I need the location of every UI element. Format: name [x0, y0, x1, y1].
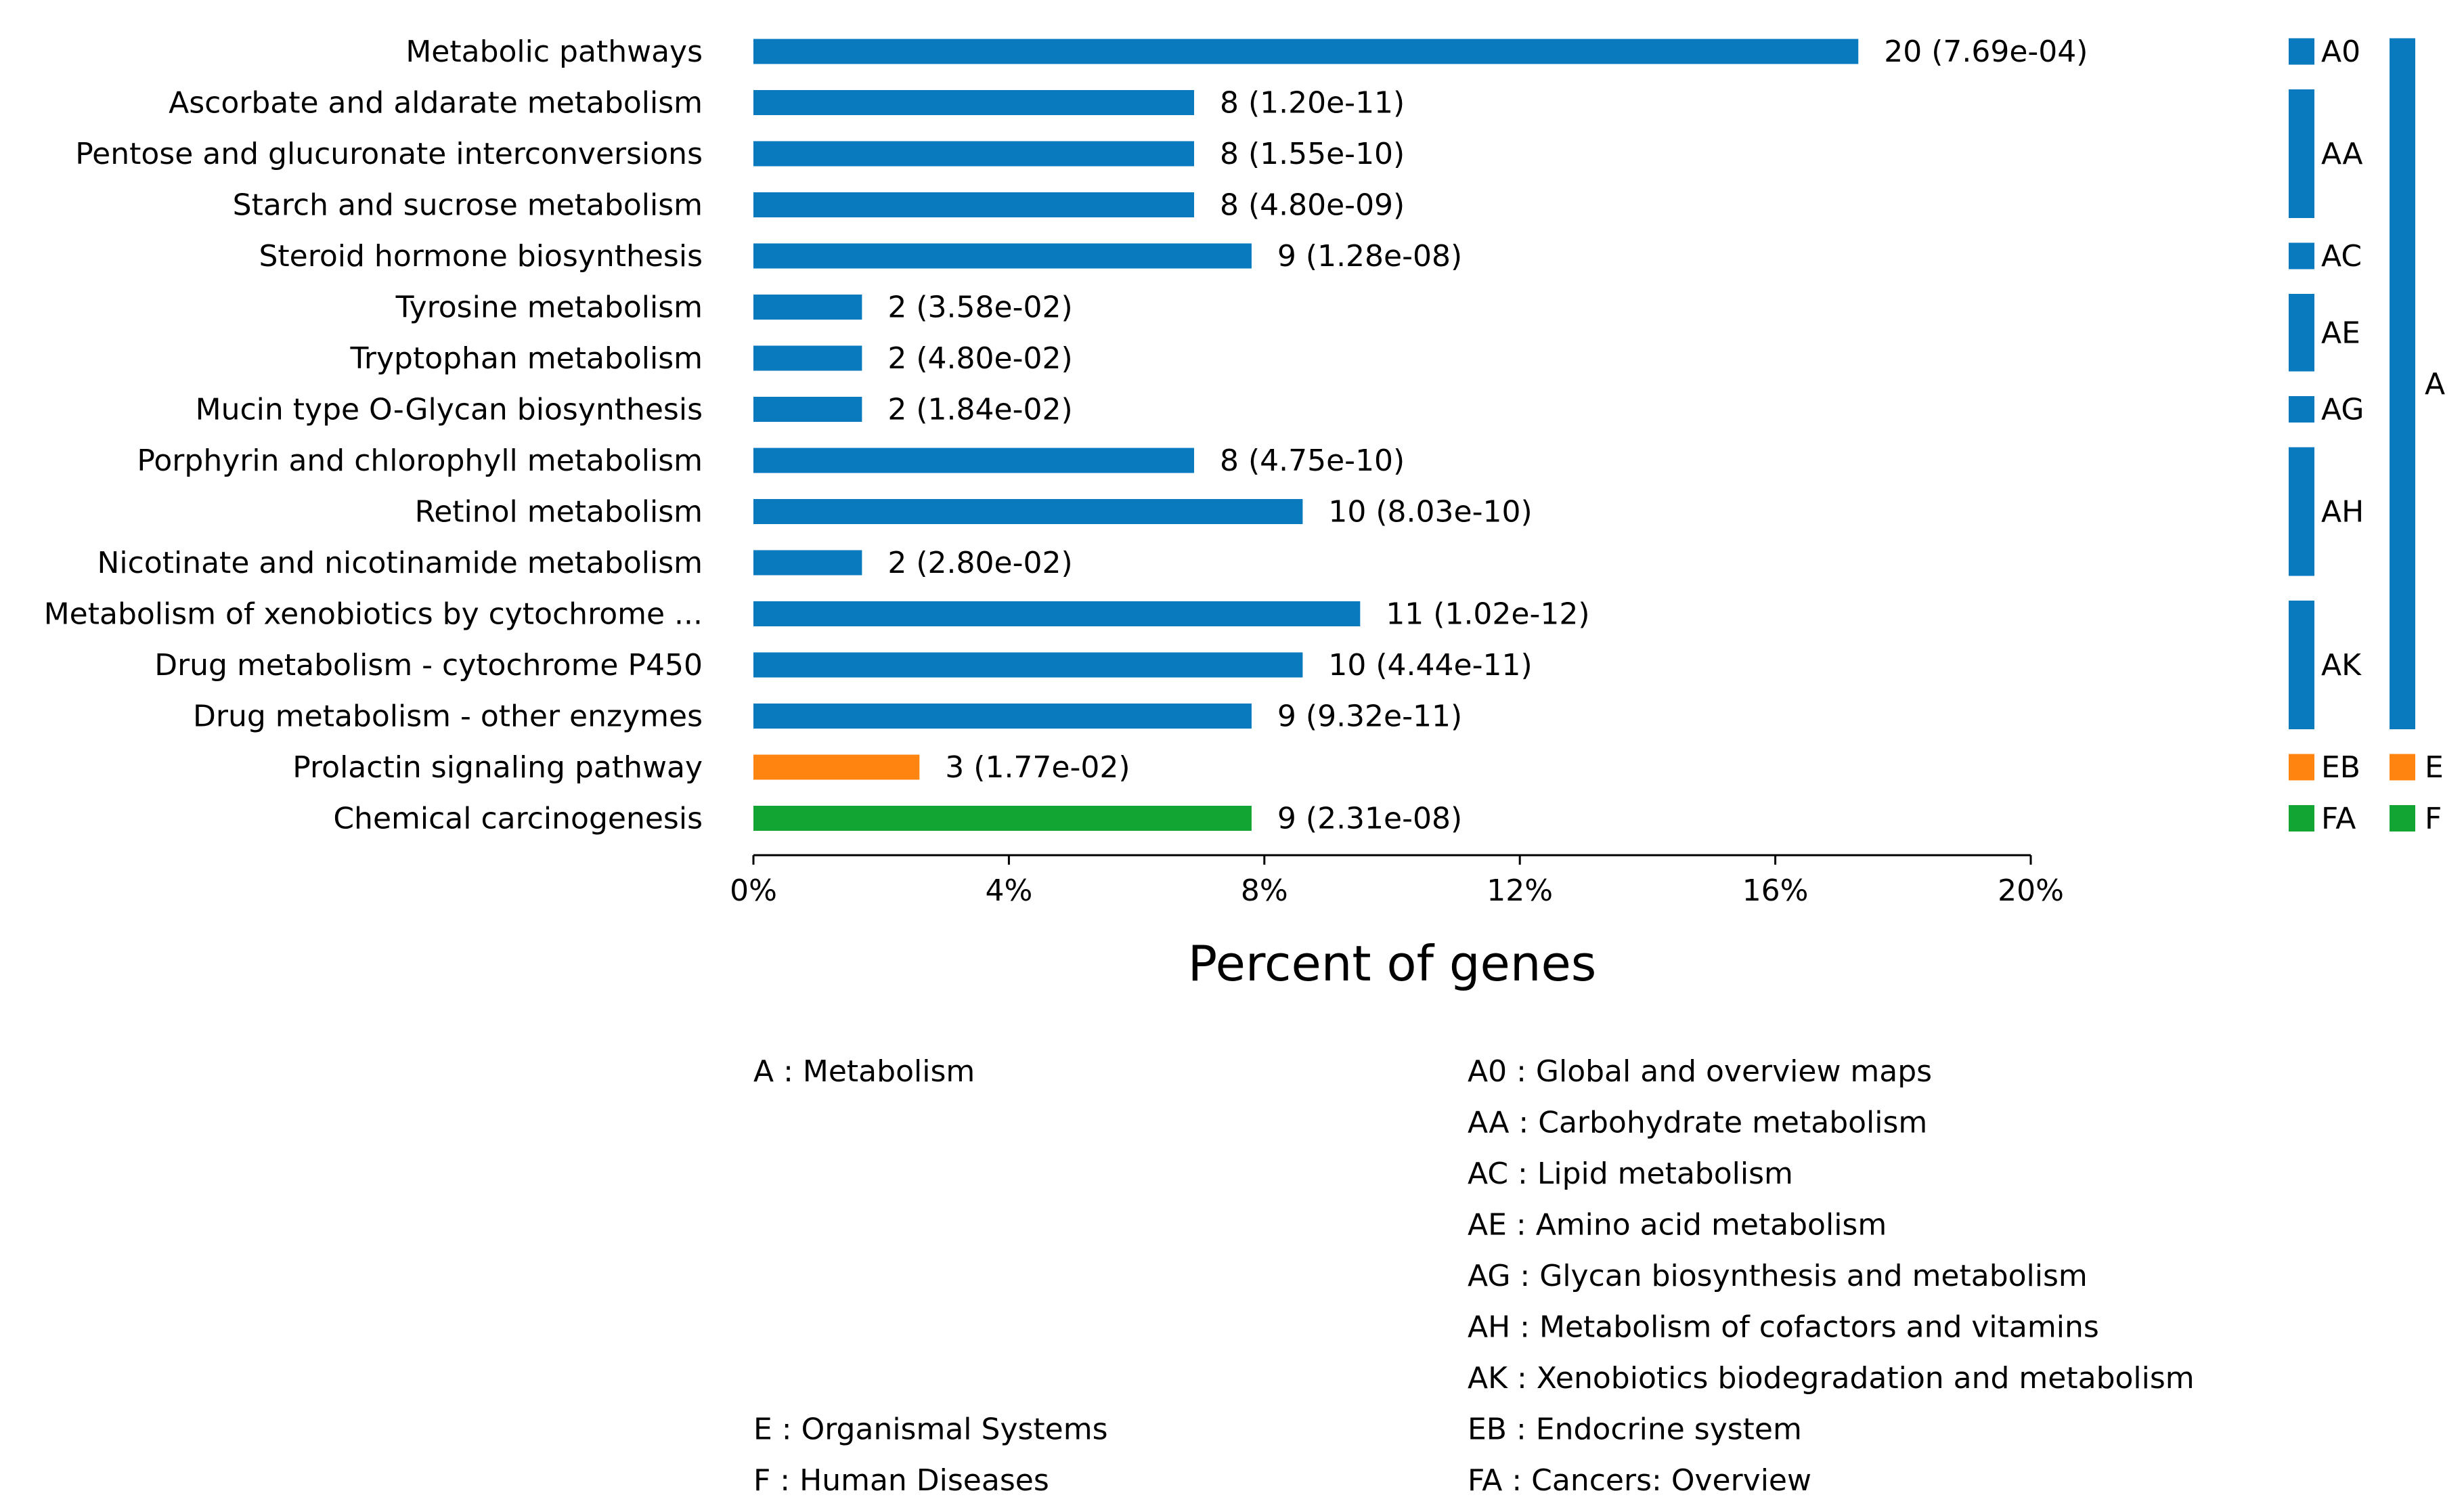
- class-label: E: [2425, 750, 2444, 785]
- subclass-bar: [2289, 294, 2314, 372]
- bar: [753, 141, 1195, 167]
- x-axis: 0% 4% 8% 12% 16% 20%: [730, 854, 2064, 908]
- subclass-bar: [2289, 447, 2314, 576]
- subclass-label: FA: [2321, 802, 2356, 836]
- bar-value-label: 2 (3.58e-02): [887, 290, 1072, 325]
- class-bar: [2390, 38, 2415, 729]
- x-tick-label: 20%: [1998, 873, 2064, 908]
- legend-class-entry: F : Human Diseases: [753, 1463, 1049, 1498]
- bar-value-label: 9 (1.28e-08): [1277, 239, 1462, 274]
- legend-subclass-entry: EB : Endocrine system: [1468, 1412, 1802, 1447]
- legend: A : Metabolism E : Organismal Systems F : …: [753, 1054, 2195, 1498]
- category-label: Tyrosine metabolism: [395, 290, 703, 325]
- bar-value-label: 8 (1.20e-11): [1220, 86, 1405, 121]
- x-tick-label: 12%: [1487, 873, 1553, 908]
- bar: [753, 39, 1859, 64]
- class-bar: [2390, 805, 2415, 831]
- subclass-label: AC: [2321, 239, 2362, 274]
- bar-value-label: 2 (1.84e-02): [887, 393, 1072, 427]
- subclass-bar: [2289, 89, 2314, 218]
- category-label: Drug metabolism - cytochrome P450: [154, 648, 703, 683]
- subclass-label: AA: [2321, 137, 2362, 171]
- legend-subclass-entry: A0 : Global and overview maps: [1468, 1054, 1932, 1089]
- bar-value-label: 8 (4.80e-09): [1220, 188, 1405, 223]
- legend-subclass-entry: AE : Amino acid metabolism: [1468, 1208, 1887, 1243]
- bar-value-label: 8 (4.75e-10): [1220, 444, 1405, 478]
- subclass-label: A0: [2321, 35, 2360, 69]
- x-tick-label: 4%: [985, 873, 1032, 908]
- bar-value-label: 10 (8.03e-10): [1328, 495, 1532, 530]
- category-label: Pentose and glucuronate interconversions: [75, 137, 703, 171]
- subclass-label: EB: [2321, 750, 2360, 785]
- bar: [753, 499, 1303, 524]
- category-label: Porphyrin and chlorophyll metabolism: [137, 444, 703, 478]
- subclass-bar: [2289, 242, 2314, 269]
- bar-value-label: 9 (9.32e-11): [1277, 699, 1462, 734]
- bar-value-label: 2 (4.80e-02): [887, 341, 1072, 376]
- category-label: Steroid hormone biosynthesis: [259, 239, 703, 274]
- bar: [753, 448, 1195, 473]
- category-label: Prolactin signaling pathway: [292, 750, 703, 785]
- category-label: Nicotinate and nicotinamide metabolism: [97, 546, 703, 580]
- bar: [753, 90, 1195, 115]
- category-label: Mucin type O-Glycan biosynthesis: [196, 393, 703, 427]
- legend-class-entry: A : Metabolism: [753, 1054, 975, 1089]
- class-label: A: [2425, 367, 2445, 402]
- category-label: Starch and sucrose metabolism: [233, 188, 703, 223]
- bar: [753, 601, 1361, 626]
- class-bar: [2390, 754, 2415, 781]
- bar: [753, 550, 862, 576]
- subclass-label: AH: [2321, 495, 2364, 530]
- bar-value-label: 2 (2.80e-02): [887, 546, 1072, 580]
- legend-subclass-entry: AG : Glycan biosynthesis and metabolism: [1468, 1259, 2088, 1293]
- subclass-bar: [2289, 396, 2314, 423]
- bar: [753, 704, 1252, 729]
- bar: [753, 397, 862, 422]
- class-label: F: [2425, 802, 2442, 836]
- legend-subclass-entry: AA : Carbohydrate metabolism: [1468, 1106, 1927, 1140]
- category-label: Metabolism of xenobiotics by cytochrome …: [44, 597, 703, 632]
- legend-subclass-entry: FA : Cancers: Overview: [1468, 1463, 1811, 1498]
- bar-value-label: 20 (7.69e-04): [1884, 35, 2088, 69]
- legend-class-entry: E : Organismal Systems: [753, 1412, 1108, 1447]
- legend-subclass-entry: AH : Metabolism of cofactors and vitamin…: [1468, 1310, 2099, 1345]
- bar: [753, 652, 1303, 678]
- x-tick-label: 0%: [730, 873, 777, 908]
- legend-subclass-entry: AK : Xenobiotics biodegradation and meta…: [1468, 1361, 2195, 1396]
- subclass-bar: [2289, 38, 2314, 65]
- subclass-label: AG: [2321, 393, 2364, 427]
- subclass-bar: [2289, 754, 2314, 781]
- bar: [753, 806, 1252, 831]
- bars-layer: Metabolic pathways 20 (7.69e-04) Ascorbate…: [44, 35, 2088, 836]
- x-tick-label: 8%: [1241, 873, 1288, 908]
- subclass-bar: [2289, 805, 2314, 831]
- subclass-bar: [2289, 601, 2314, 729]
- bar: [753, 243, 1252, 269]
- bar-value-label: 11 (1.02e-12): [1386, 597, 1589, 632]
- legend-subclass-entry: AC : Lipid metabolism: [1468, 1157, 1793, 1191]
- subclass-label: AE: [2321, 316, 2360, 350]
- category-label: Retinol metabolism: [415, 495, 703, 530]
- bar-value-label: 3 (1.77e-02): [945, 750, 1130, 785]
- bar-value-label: 10 (4.44e-11): [1328, 648, 1532, 683]
- bar: [753, 295, 862, 320]
- x-tick-label: 16%: [1742, 873, 1809, 908]
- category-label: Ascorbate and aldarate metabolism: [169, 86, 703, 121]
- category-label: Chemical carcinogenesis: [333, 802, 703, 836]
- category-label: Drug metabolism - other enzymes: [193, 699, 703, 734]
- bar: [753, 345, 862, 371]
- subclass-label: AK: [2321, 648, 2362, 683]
- category-label: Metabolic pathways: [405, 35, 703, 69]
- bar-value-label: 9 (2.31e-08): [1277, 802, 1462, 836]
- category-label: Tryptophan metabolism: [349, 341, 703, 376]
- x-axis-title: Percent of genes: [1188, 935, 1597, 992]
- bar: [753, 192, 1195, 217]
- bar: [753, 754, 920, 780]
- bar-value-label: 8 (1.55e-10): [1220, 137, 1405, 171]
